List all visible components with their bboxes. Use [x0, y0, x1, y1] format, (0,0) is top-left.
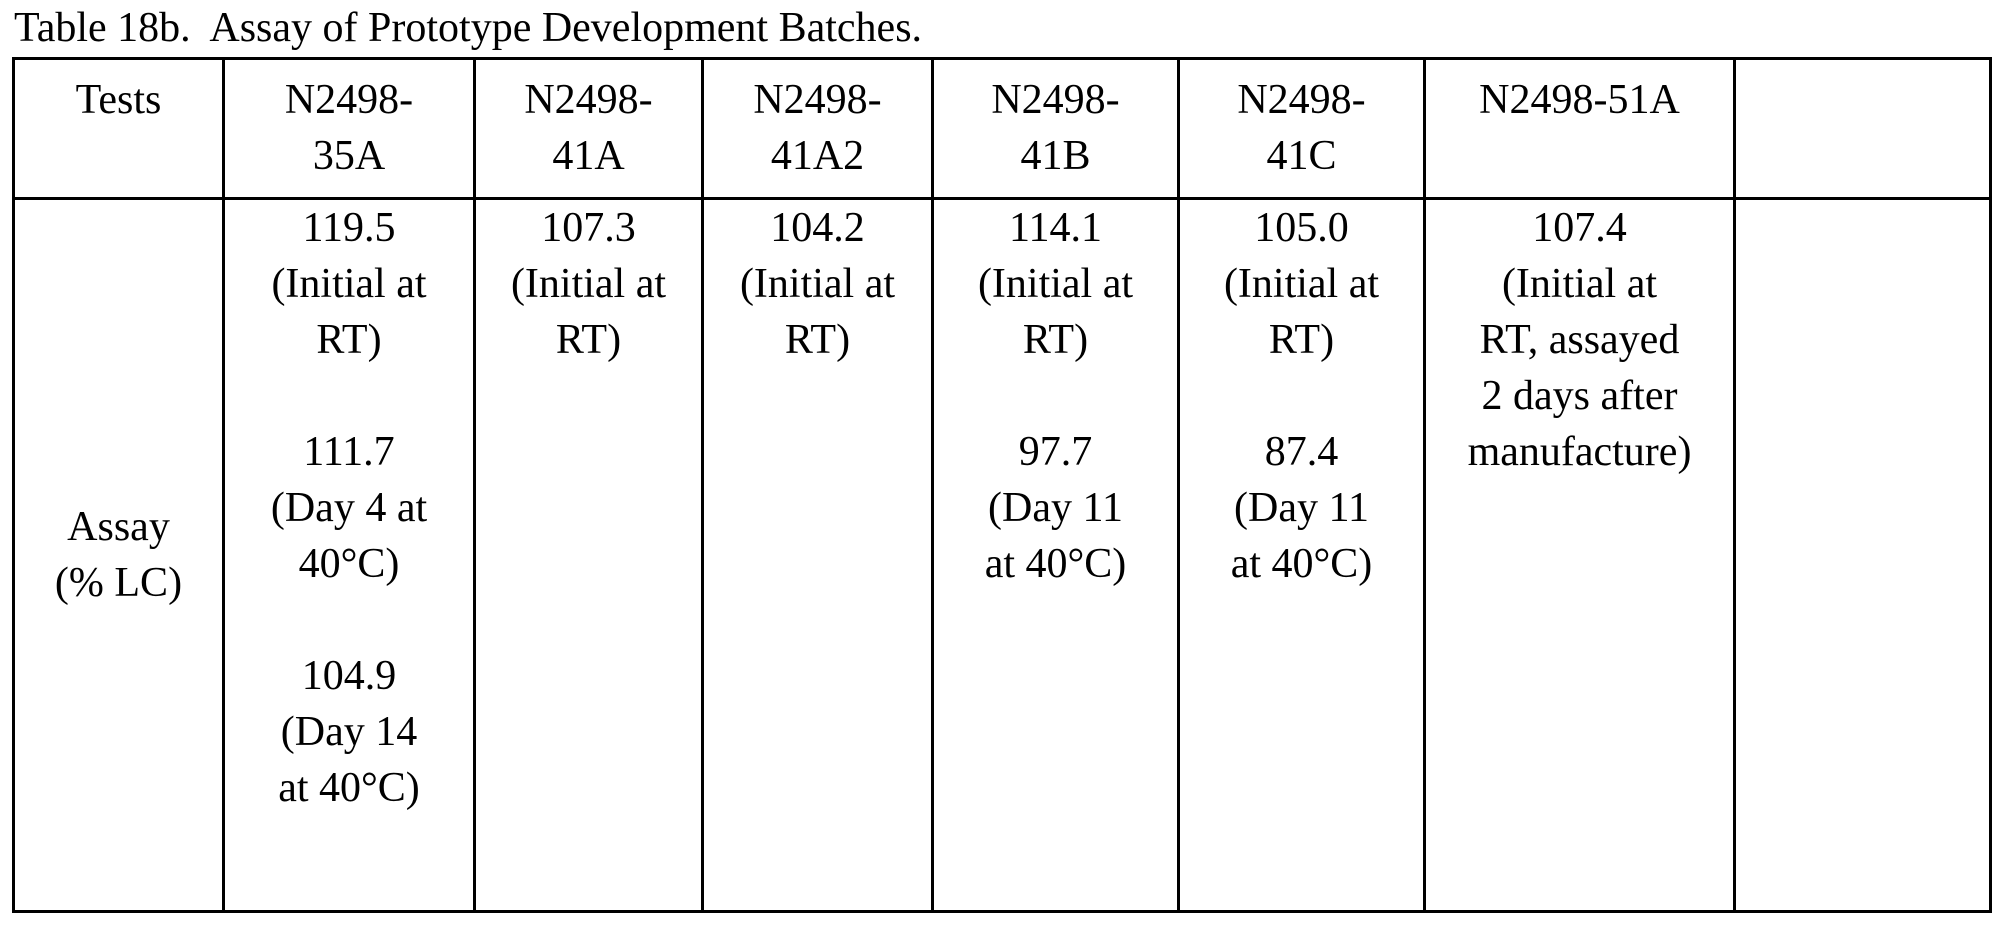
- assay-condition: RT): [225, 312, 473, 368]
- assay-condition: (Initial at: [225, 256, 473, 312]
- header-cell-empty: [1735, 59, 1991, 199]
- assay-value: 119.5: [225, 200, 473, 256]
- assay-condition: RT): [704, 312, 931, 368]
- assay-entry: 87.4 (Day 11 at 40°C): [1180, 424, 1423, 592]
- header-label: 41B: [934, 128, 1177, 184]
- assay-cell-batch-1: 119.5 (Initial at RT) 111.7 (Day 4 at 40…: [224, 199, 475, 912]
- assay-condition: RT, assayed: [1426, 312, 1733, 368]
- assay-value: 111.7: [225, 424, 473, 480]
- header-label: Tests: [15, 72, 222, 128]
- assay-cell-batch-5: 105.0 (Initial at RT) 87.4 (Day 11 at 40…: [1179, 199, 1425, 912]
- assay-entry: 104.2 (Initial at RT): [704, 200, 931, 368]
- assay-condition: (Day 4 at: [225, 480, 473, 536]
- assay-entry: 114.1 (Initial at RT): [934, 200, 1177, 368]
- assay-value: 104.9: [225, 648, 473, 704]
- assay-cell-batch-2: 107.3 (Initial at RT): [475, 199, 703, 912]
- assay-condition: (Day 11: [1180, 480, 1423, 536]
- assay-value: 97.7: [934, 424, 1177, 480]
- header-label: N2498-: [476, 72, 701, 128]
- assay-condition: (Initial at: [1180, 256, 1423, 312]
- assay-condition: 2 days after: [1426, 368, 1733, 424]
- header-cell-batch-1: N2498- 35A: [224, 59, 475, 199]
- assay-value: 107.4: [1426, 200, 1733, 256]
- assay-condition: at 40°C): [934, 536, 1177, 592]
- assay-condition: (Initial at: [476, 256, 701, 312]
- assay-condition: RT): [934, 312, 1177, 368]
- header-label: N2498-: [225, 72, 473, 128]
- header-row: Tests N2498- 35A N2498- 41A N2498- 41A2 …: [14, 59, 1991, 199]
- assay-condition: at 40°C): [1180, 536, 1423, 592]
- assay-row: Assay (% LC) 119.5 (Initial at RT) 111.7…: [14, 199, 1991, 912]
- assay-condition: (Initial at: [704, 256, 931, 312]
- assay-entry: 97.7 (Day 11 at 40°C): [934, 424, 1177, 592]
- assay-entry: 111.7 (Day 4 at 40°C): [225, 424, 473, 592]
- assay-condition: manufacture): [1426, 424, 1733, 480]
- assay-cell-batch-4: 114.1 (Initial at RT) 97.7 (Day 11 at 40…: [933, 199, 1179, 912]
- header-label: N2498-: [934, 72, 1177, 128]
- assay-condition: RT): [476, 312, 701, 368]
- assay-value: 105.0: [1180, 200, 1423, 256]
- header-cell-batch-3: N2498- 41A2: [703, 59, 933, 199]
- header-label: N2498-: [1180, 72, 1423, 128]
- assay-condition: (Initial at: [1426, 256, 1733, 312]
- assay-table: Tests N2498- 35A N2498- 41A N2498- 41A 2 …: [12, 57, 1992, 913]
- header-label: N2498-51A: [1426, 72, 1733, 128]
- header-cell-batch-5: N2498- 41C: [1179, 59, 1425, 199]
- assay-entry: 119.5 (Initial at RT): [225, 200, 473, 368]
- table-caption: Table 18b. Assay of Prototype Developmen…: [14, 2, 922, 54]
- assay-value: 104.2: [704, 200, 931, 256]
- assay-cell-empty: [1735, 199, 1991, 912]
- assay-entry: 104.9 (Day 14 at 40°C): [225, 648, 473, 816]
- assay-value: 107.3: [476, 200, 701, 256]
- header-cell-batch-2: N2498- 41A: [475, 59, 703, 199]
- assay-condition: RT): [1180, 312, 1423, 368]
- assay-entry: 107.4 (Initial at RT, assayed 2 days aft…: [1426, 200, 1733, 480]
- header-label: 41A: [476, 128, 701, 184]
- assay-entry: 105.0 (Initial at RT): [1180, 200, 1423, 368]
- test-name-cell: Assay (% LC): [14, 199, 224, 912]
- assay-condition: at 40°C): [225, 760, 473, 816]
- assay-condition: (Day 14: [225, 704, 473, 760]
- header-cell-batch-6: N2498-51A: [1425, 59, 1735, 199]
- header-cell-tests: Tests: [14, 59, 224, 199]
- assay-condition: (Day 11: [934, 480, 1177, 536]
- assay-cell-batch-6: 107.4 (Initial at RT, assayed 2 days aft…: [1425, 199, 1735, 912]
- header-label: N2498-: [704, 72, 931, 128]
- header-label: 41C: [1180, 128, 1423, 184]
- header-label: 41A2: [704, 128, 931, 184]
- assay-cell-batch-3: 104.2 (Initial at RT): [703, 199, 933, 912]
- assay-condition: (Initial at: [934, 256, 1177, 312]
- assay-value: 114.1: [934, 200, 1177, 256]
- test-name-line: (% LC): [15, 555, 222, 611]
- assay-entry: 107.3 (Initial at RT): [476, 200, 701, 368]
- header-label: 35A: [225, 128, 473, 184]
- test-name-line: Assay: [15, 499, 222, 555]
- assay-condition: 40°C): [225, 536, 473, 592]
- assay-value: 87.4: [1180, 424, 1423, 480]
- header-cell-batch-4: N2498- 41B: [933, 59, 1179, 199]
